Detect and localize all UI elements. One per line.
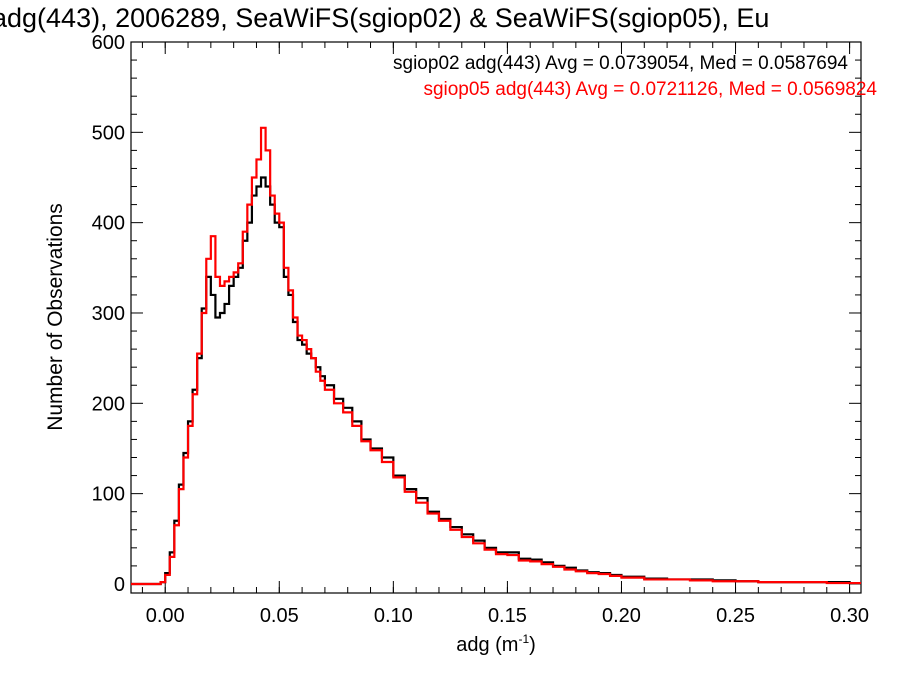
legend: sgiop02 adg(443) Avg = 0.0739054, Med = … [393, 53, 877, 100]
y-tick-label: 600 [92, 32, 125, 54]
y-tick-label: 0 [114, 574, 125, 596]
plot-frame [130, 41, 862, 594]
chart-title: adg(443), 2006289, SeaWiFS(sgiop02) & Se… [0, 3, 769, 33]
legend-entry-sgiop05: sgiop05 adg(443) Avg = 0.0721126, Med = … [423, 79, 877, 100]
x-axis-label-close: ) [529, 634, 536, 656]
x-axis-label: adg (m-1) [456, 632, 536, 656]
x-tick-label: 0.20 [602, 605, 641, 627]
y-tick-label: 400 [92, 213, 125, 235]
y-axis-label: Number of Observations [44, 203, 67, 431]
x-tick-label: 0.25 [716, 605, 755, 627]
x-tick-label: 0.15 [488, 605, 527, 627]
series-layer [131, 126, 861, 586]
legend-entry-sgiop02: sgiop02 adg(443) Avg = 0.0739054, Med = … [393, 53, 848, 74]
y-axis-ticks: 0 100 200 300 400 500 600 [92, 32, 861, 596]
y-tick-label: 300 [92, 303, 125, 325]
y-tick-label: 500 [92, 122, 125, 144]
series-line-sgiop05 [131, 126, 861, 586]
x-axis-ticks: 0.00 0.05 0.10 0.15 0.20 0.25 0.30 [141, 42, 869, 627]
x-axis-label-main: adg (m [456, 634, 518, 656]
y-tick-label: 100 [92, 484, 125, 506]
x-tick-label: 0.05 [260, 605, 299, 627]
x-tick-label: 0.30 [830, 605, 869, 627]
x-tick-label: 0.00 [146, 605, 185, 627]
x-axis-label-superscript: -1 [518, 632, 529, 646]
x-tick-label: 0.10 [374, 605, 413, 627]
y-tick-label: 200 [92, 393, 125, 415]
